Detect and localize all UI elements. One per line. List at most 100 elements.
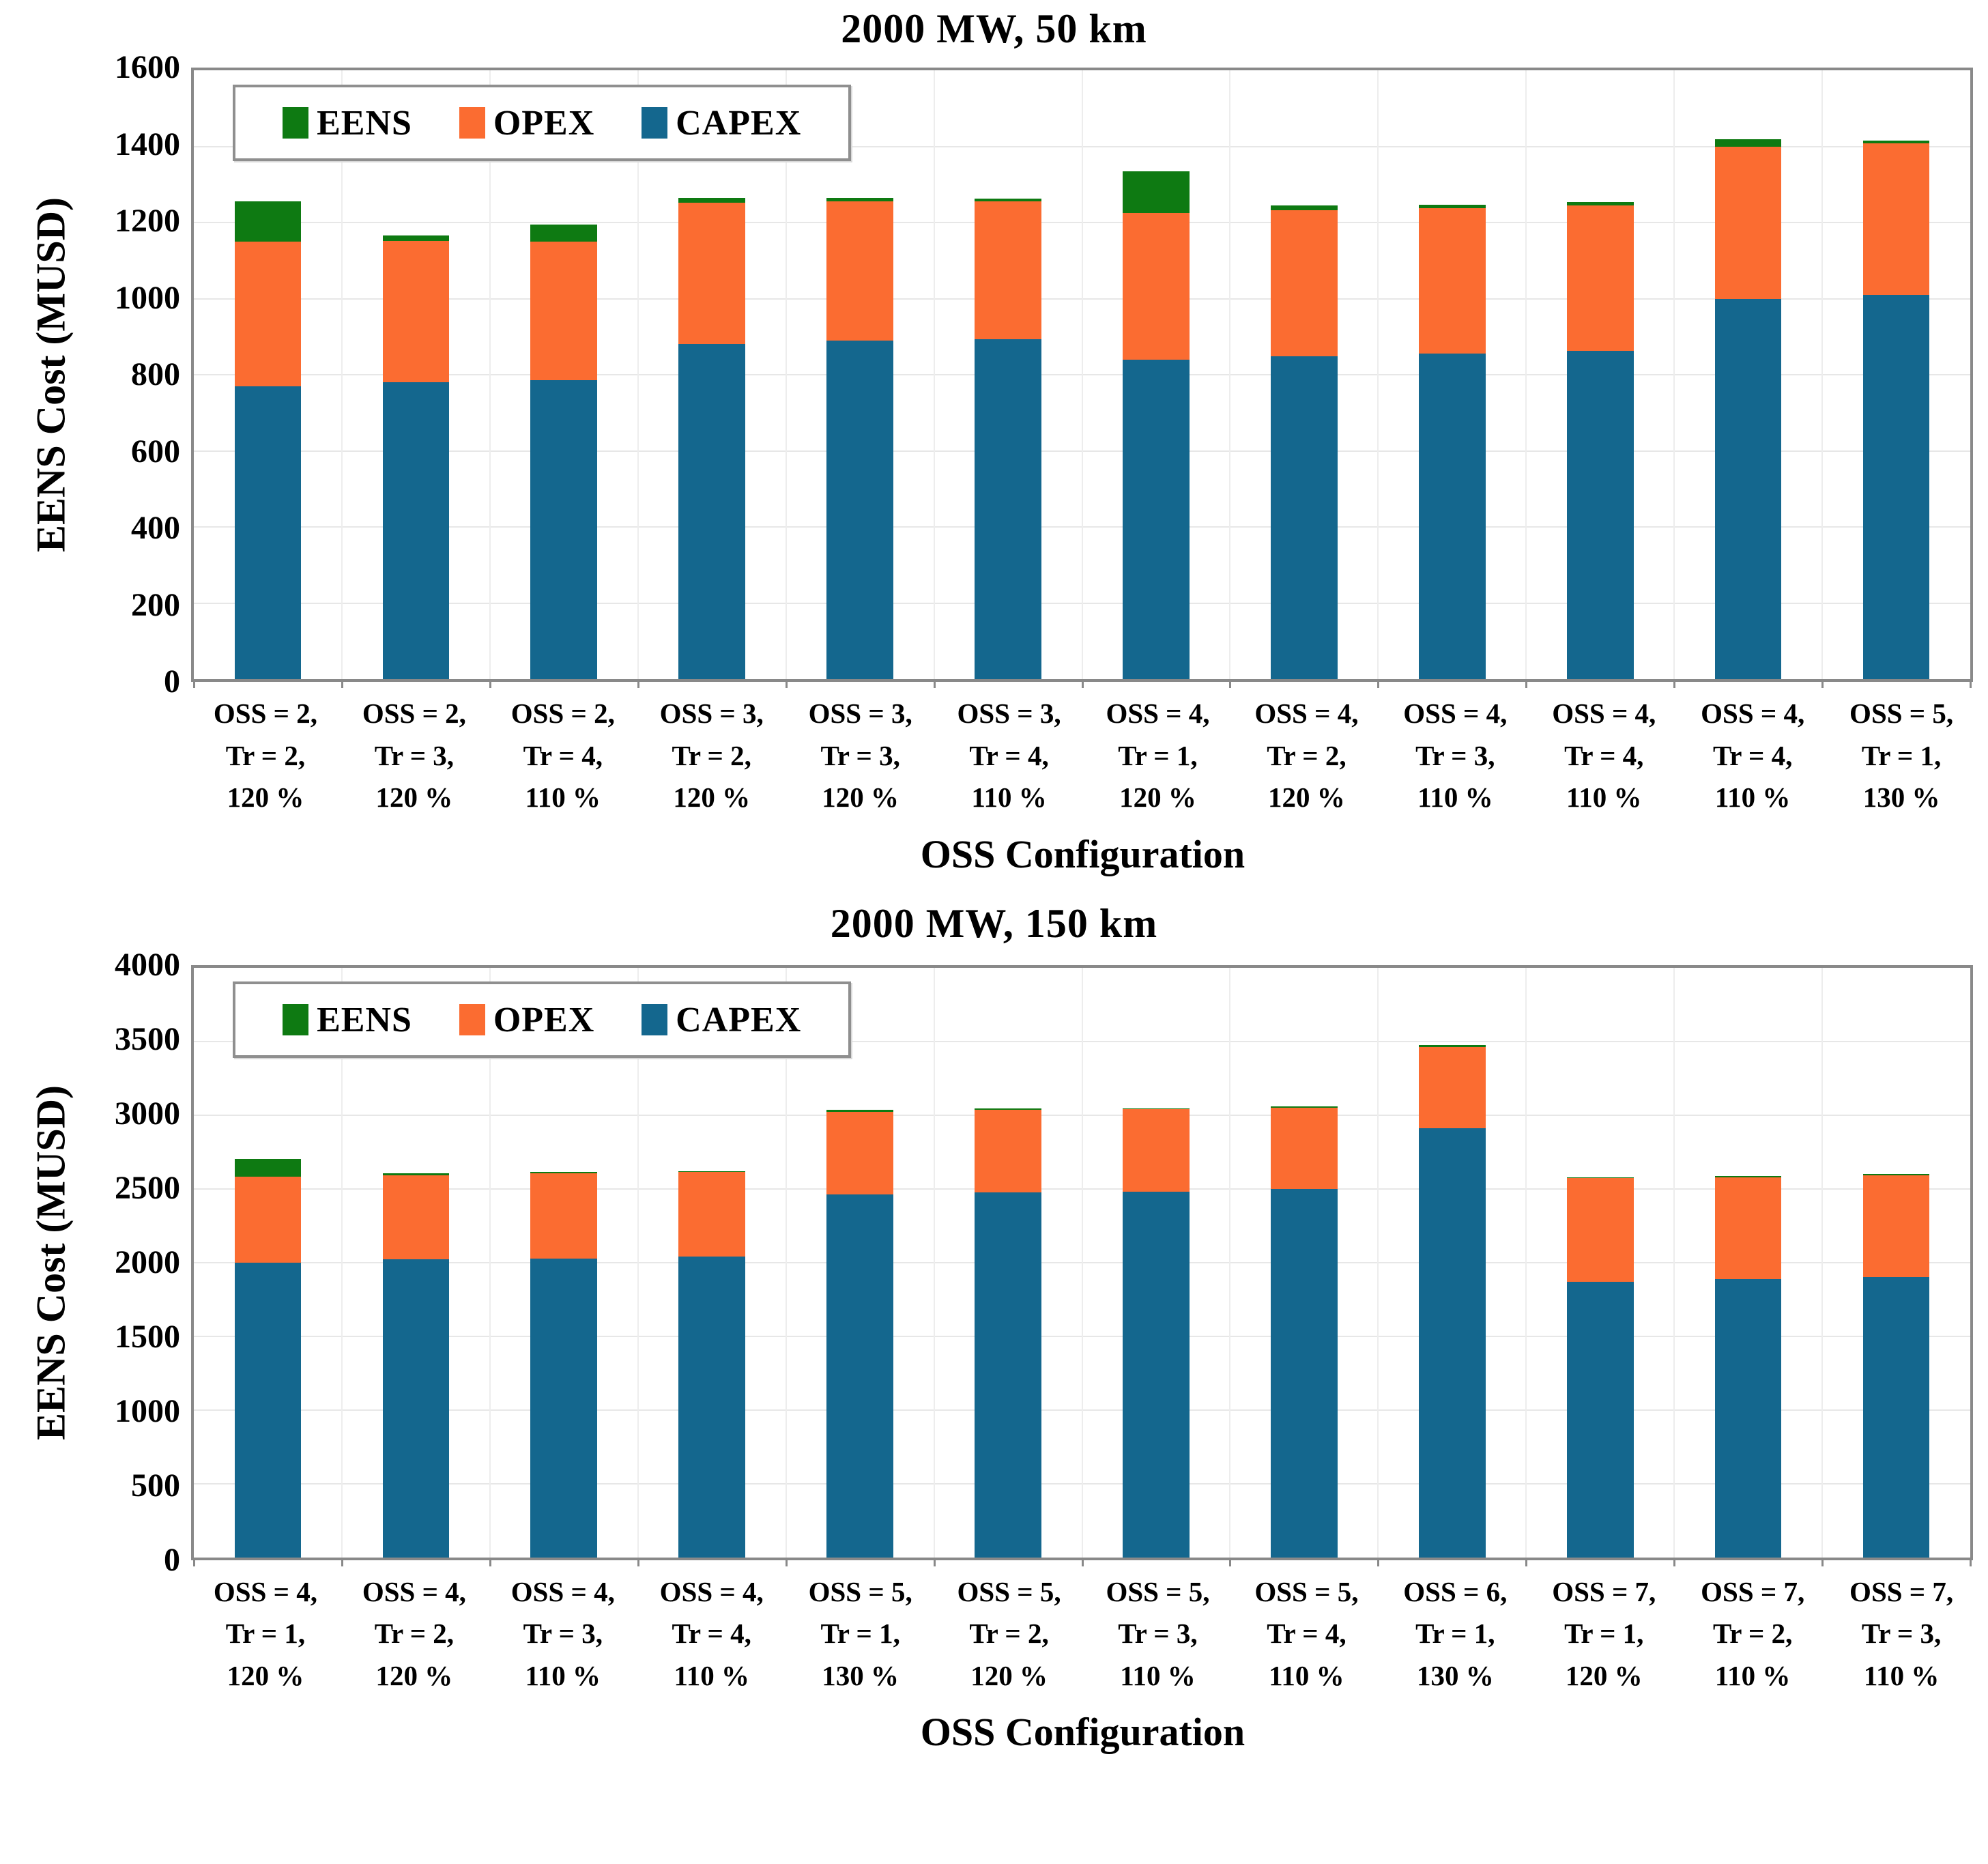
bar-segment-eens [1123, 1108, 1190, 1110]
x-tick-mark [1525, 1557, 1528, 1566]
x-category-label-line: OSS = 4, [510, 1575, 615, 1607]
bar-segment-eens [1271, 1106, 1338, 1108]
chart-title: 2000 MW, 150 km [830, 900, 1158, 946]
y-tick-label: 1400 [115, 126, 180, 162]
x-category-label-line: 110 % [674, 1659, 749, 1691]
y-tick-label: 800 [131, 356, 180, 392]
bar-segment-eens [1862, 1173, 1930, 1175]
x-category-label-line: 120 % [227, 1659, 304, 1691]
bar-segment-opex [1271, 1107, 1338, 1189]
x-tick-mark [785, 679, 788, 688]
v-gridline [785, 967, 787, 1558]
bar-segment-capex [530, 1259, 598, 1558]
y-axis-ticks: 0 500 1000 1500 2000 2500 3000 3500 4000 [102, 948, 191, 1576]
bar-segment-capex [1271, 1188, 1338, 1558]
x-category-label-line: OSS = 6, [1403, 1575, 1508, 1607]
x-tick-mark [1377, 679, 1380, 688]
x-tick-mark [1377, 1557, 1380, 1566]
bar-segment-capex [1418, 1128, 1486, 1558]
x-tick-mark [785, 1557, 788, 1566]
bar-segment-capex [678, 1256, 745, 1558]
y-axis-title: EENS Cost (MUSD) [28, 1085, 74, 1440]
v-gridline [1673, 70, 1675, 679]
bar-segment-capex [382, 1259, 450, 1558]
v-gridline [1525, 70, 1527, 679]
x-category-label: OSS = 6, Tr = 1, 130 % [1381, 1571, 1529, 1697]
bar-segment-opex [1418, 1047, 1486, 1128]
x-category-label: OSS = 4, Tr = 4, 110 % [637, 1571, 786, 1697]
y-tick-label: 1500 [115, 1318, 180, 1355]
x-category-label-line: 120 % [375, 782, 453, 813]
bar-segment-eens [1714, 1176, 1782, 1177]
x-category-label-line: OSS = 3, [808, 698, 912, 729]
x-category-label-line: Tr = 3, [1118, 1618, 1198, 1649]
x-tick-mark [1525, 679, 1528, 688]
x-category-label-line: OSS = 2, [510, 698, 615, 729]
v-gridline [1673, 967, 1675, 1558]
legend-label: CAPEX [676, 103, 802, 143]
v-gridline [1081, 70, 1083, 679]
v-gridline [341, 70, 343, 679]
y-tick-label: 3000 [115, 1095, 180, 1132]
v-gridline [1821, 70, 1824, 679]
bar-segment-opex [530, 1173, 598, 1259]
v-gridline [489, 967, 491, 1558]
y-tick-label: 400 [131, 510, 180, 546]
legend: EENS OPEX CAPEX [233, 85, 852, 162]
x-category-label-line: Tr = 2, [969, 1618, 1049, 1649]
x-tick-mark [933, 679, 936, 688]
y-tick-label: 0 [164, 1541, 180, 1578]
bar-segment-capex [382, 382, 450, 679]
bar-segment-eens [1566, 1177, 1634, 1179]
bar-segment-capex [234, 1262, 302, 1558]
bar-segment-opex [1714, 146, 1782, 299]
bar-segment-capex [1714, 1279, 1782, 1558]
bar-segment-opex [382, 1175, 450, 1260]
x-category-label: OSS = 4, Tr = 1, 120 % [191, 1571, 340, 1697]
x-tick-mark [1081, 679, 1084, 688]
x-category-label-line: 120 % [1119, 782, 1196, 813]
x-category-label: OSS = 5, Tr = 1, 130 % [1827, 693, 1976, 819]
bar-segment-eens [382, 1173, 450, 1175]
x-category-label-line: OSS = 4, [659, 1575, 764, 1607]
v-gridline [1229, 70, 1231, 679]
x-tick-mark [637, 1557, 639, 1566]
bar-segment-opex [1123, 1109, 1190, 1192]
v-gridline [489, 70, 491, 679]
bar-segment-capex [1714, 298, 1782, 679]
bar-segment-capex [1566, 1281, 1634, 1558]
bar-segment-opex [826, 1111, 893, 1195]
bar-segment-opex [678, 1172, 745, 1257]
y-tick-label: 1000 [115, 279, 180, 316]
x-category-label-line: Tr = 1, [1861, 739, 1942, 771]
x-category-label: OSS = 2, Tr = 4, 110 % [489, 693, 637, 819]
bar-segment-capex [1123, 359, 1190, 679]
x-category-label-line: Tr = 3, [374, 739, 455, 771]
bar-segment-eens [975, 198, 1041, 202]
x-tick-mark [1673, 679, 1676, 688]
bar-segment-capex [1271, 356, 1338, 679]
x-category-label: OSS = 5, Tr = 2, 120 % [935, 1571, 1084, 1697]
x-tick-mark [1970, 679, 1972, 688]
x-tick-mark [1821, 679, 1824, 688]
x-tick-mark [1673, 1557, 1676, 1566]
x-category-label-line: Tr = 1, [225, 1618, 306, 1649]
x-category-label-line: Tr = 1, [1564, 1618, 1644, 1649]
x-tick-mark [341, 1557, 343, 1566]
x-tick-mark [1229, 1557, 1232, 1566]
bar-segment-opex [530, 241, 598, 381]
bar-segment-eens [1566, 201, 1634, 206]
x-category-label: OSS = 4, Tr = 3, 110 % [489, 1571, 637, 1697]
x-category-label-line: 110 % [971, 782, 1047, 813]
y-axis-title: EENS Cost (MUSD) [28, 197, 74, 553]
x-category-label-line: Tr = 4, [523, 739, 603, 771]
bar-segment-opex [1566, 205, 1634, 352]
y-tick-label: 2000 [115, 1244, 180, 1280]
x-category-label-line: 110 % [1714, 782, 1791, 813]
v-gridline [1377, 70, 1379, 679]
bar-segment-opex [234, 241, 302, 386]
bar-segment-capex [1862, 294, 1930, 679]
x-category-label: OSS = 3, Tr = 4, 110 % [935, 693, 1084, 819]
bar-segment-capex [1123, 1191, 1190, 1558]
x-category-label-line: OSS = 4, [1106, 698, 1210, 729]
